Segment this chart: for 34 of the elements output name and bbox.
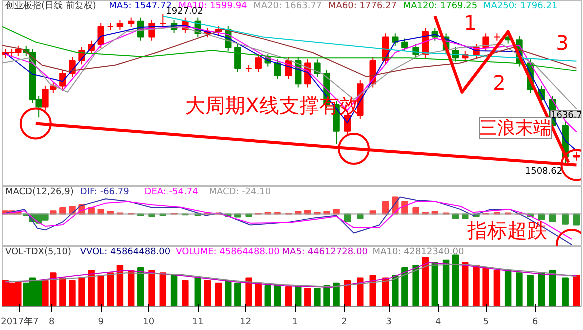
x-tick-label: 12 [240,318,252,328]
x-tick-label: 2017年7 [1,316,39,328]
text: MA60: 1776.27 [328,2,398,12]
annotation: VVOL: 45864488.00 [80,248,171,258]
text: MA120: 1769.25 [403,2,478,12]
annotation: 1 [464,11,477,35]
x-tick-label: 5 [483,318,489,328]
annotation: 1636.7 [551,111,583,121]
annotation: 1508.62 [525,167,563,178]
annotation: 2 [493,71,506,95]
chart-title: MACD(12,26,9) [6,188,74,198]
annotation: 3 [556,31,569,55]
x-tick-label: 4 [435,318,442,328]
series-label: MA10: 42812340.00 [372,248,464,258]
annotation: 指标超跌 [466,218,548,242]
chart-title: VOL-TDX(5,10) [6,248,72,258]
x-tick-label: 9 [98,318,104,328]
text: MA250: 1796.21 [483,2,558,12]
series-label: MACD: -24.10 [209,188,272,198]
annotation: 1927.02 [166,7,204,18]
x-tick-label: 3 [386,318,392,328]
x-tick-label: 10 [143,318,155,328]
series-label: DEA: -54.74 [144,188,199,198]
text: MA20: 1663.77 [254,2,322,12]
annotation: 三浪末端 [480,118,552,139]
x-tick-label: 11 [192,318,204,328]
text: MA5: 44612728.00 [282,248,368,258]
chart-title: 创业板指(日线 前复权) [6,0,96,12]
x-tick-label: 8 [48,318,55,328]
x-tick-label: 1 [292,318,298,328]
x-tick-label: 2 [342,318,348,328]
series-label: DIF: -66.79 [80,188,130,198]
text: VOLUME: 45864488.00 [176,248,280,258]
x-tick-label: 6 [532,318,539,328]
